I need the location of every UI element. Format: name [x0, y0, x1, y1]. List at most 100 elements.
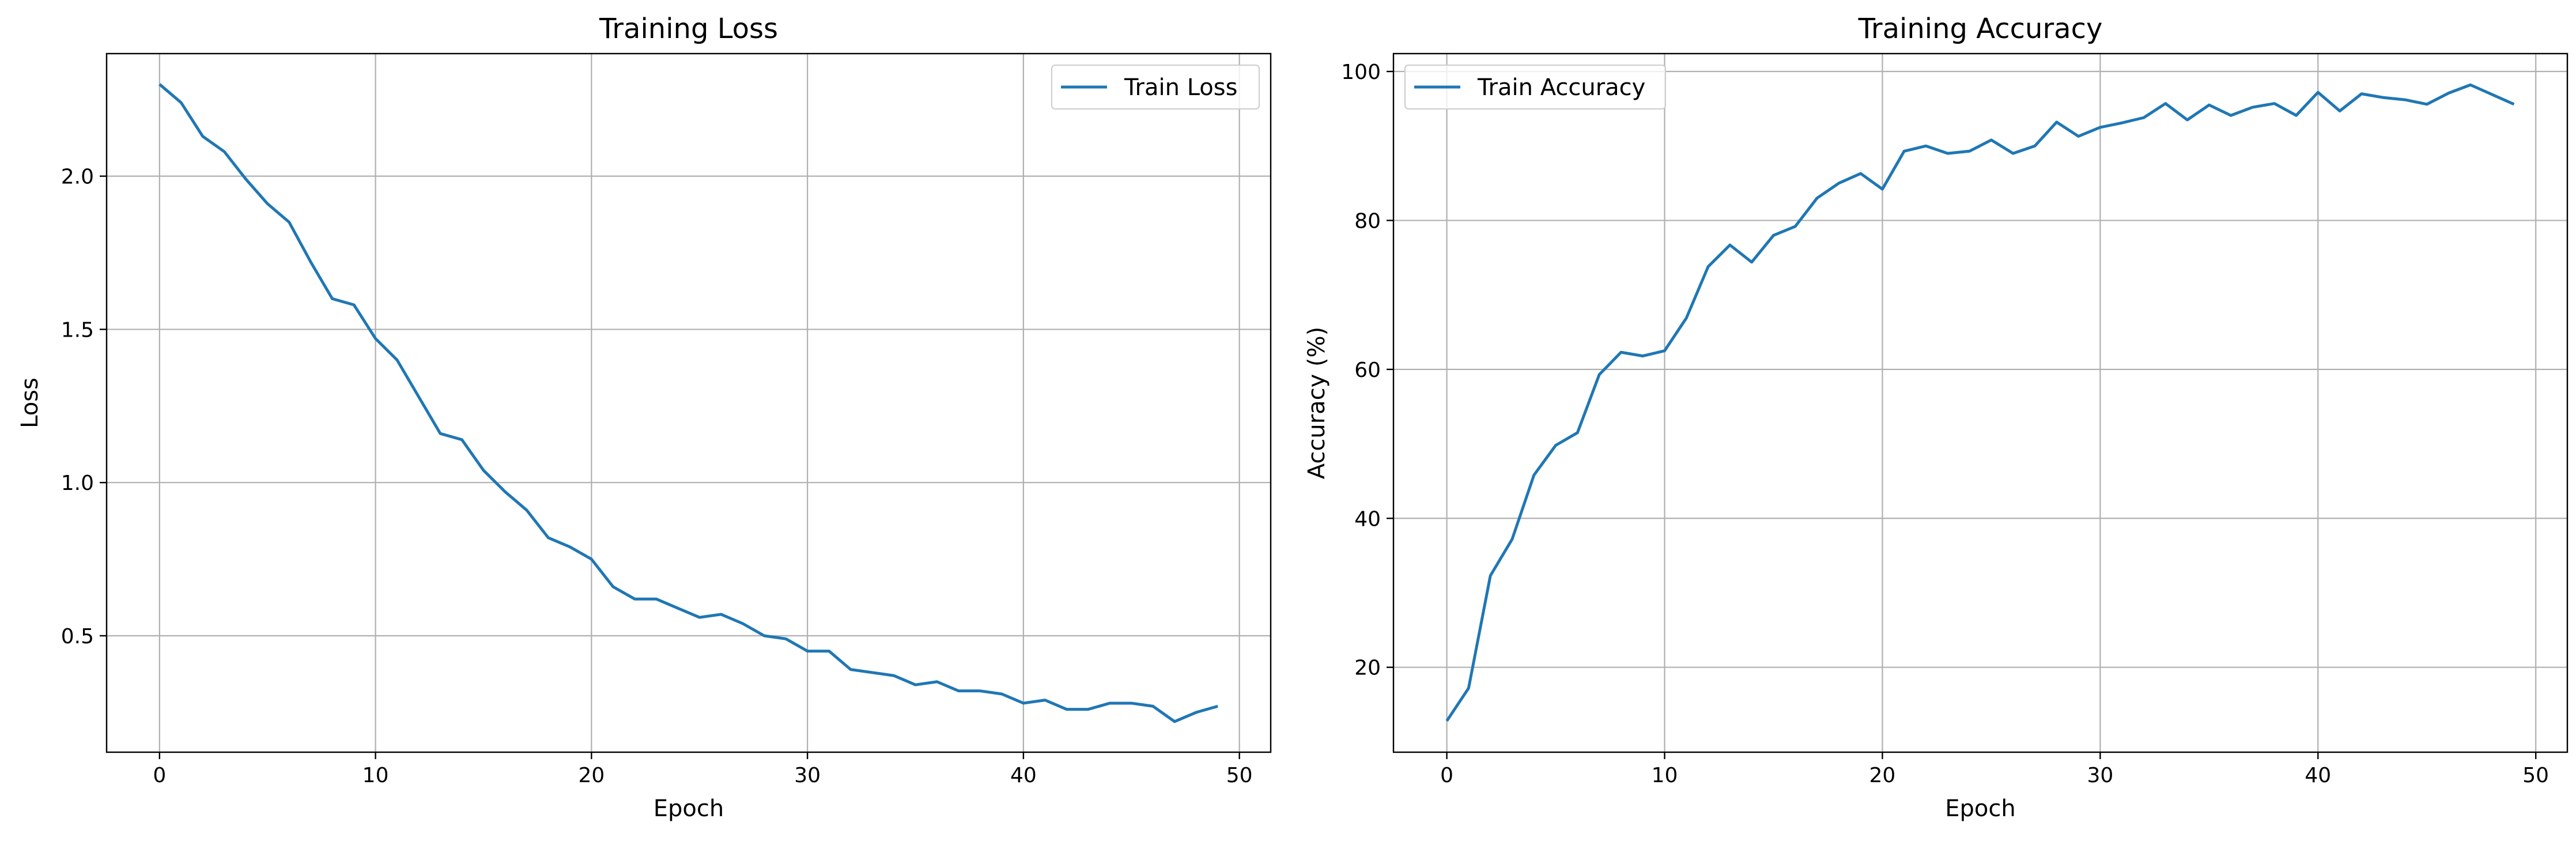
loss-x-tick-label-3: 30	[794, 764, 821, 787]
accuracy-data-point-27	[2033, 144, 2037, 148]
loss-data-point-7	[308, 259, 313, 264]
loss-data-point-42	[1064, 707, 1069, 712]
loss-data-point-49	[1215, 704, 1220, 708]
accuracy-data-point-23	[1946, 151, 1950, 156]
accuracy-y-tick-label-2: 60	[1354, 359, 1381, 382]
loss-data-point-20	[589, 557, 594, 561]
loss-data-point-10	[373, 336, 378, 341]
loss-data-point-37	[956, 689, 961, 693]
accuracy-data-point-18	[1837, 181, 1841, 186]
loss-legend: Train Loss	[1051, 65, 1260, 110]
accuracy-data-point-7	[1597, 372, 1601, 377]
accuracy-data-point-19	[1859, 171, 1863, 176]
accuracy-x-tick-label-1: 10	[1652, 764, 1678, 787]
loss-data-point-46	[1151, 704, 1155, 708]
accuracy-data-point-38	[2272, 101, 2277, 106]
accuracy-chart-title: Training Accuracy	[1858, 13, 2103, 45]
loss-data-point-31	[827, 649, 832, 654]
accuracy-data-point-6	[1575, 431, 1580, 435]
accuracy-data-point-30	[2098, 125, 2102, 130]
accuracy-data-point-14	[1750, 260, 1754, 265]
loss-chart-title: Training Loss	[599, 13, 778, 45]
loss-data-point-39	[999, 692, 1004, 696]
loss-data-point-17	[524, 508, 529, 512]
accuracy-data-point-47	[2468, 82, 2473, 87]
loss-data-point-2	[201, 134, 205, 139]
accuracy-data-point-43	[2381, 95, 2386, 100]
loss-data-point-23	[654, 597, 659, 601]
loss-series	[157, 82, 1220, 724]
accuracy-data-point-1	[1466, 686, 1471, 691]
accuracy-data-point-13	[1728, 243, 1732, 247]
loss-data-point-13	[438, 431, 443, 436]
accuracy-plot-frame	[1392, 52, 2569, 753]
loss-x-axis-label: Epoch	[654, 795, 724, 822]
accuracy-data-point-49	[2511, 102, 2516, 107]
accuracy-data-point-21	[1902, 149, 1906, 153]
loss-grid	[107, 54, 1271, 752]
loss-data-point-18	[546, 535, 550, 540]
loss-data-point-16	[503, 489, 507, 494]
loss-x-tick-label-5: 50	[1226, 764, 1253, 787]
loss-ticks: 0 10 20 30 40 50 0.5 1.0 1.5 2.0	[61, 165, 1253, 787]
accuracy-data-point-48	[2490, 92, 2495, 97]
loss-data-point-36	[935, 680, 939, 684]
loss-data-point-33	[870, 670, 875, 675]
accuracy-data-point-46	[2446, 90, 2451, 95]
loss-data-point-34	[892, 673, 896, 678]
accuracy-legend: Train Accuracy	[1404, 65, 1666, 110]
accuracy-y-tick-label-0: 20	[1354, 657, 1381, 680]
accuracy-data-point-31	[2120, 120, 2124, 125]
loss-data-point-12	[417, 394, 421, 399]
loss-data-point-26	[719, 612, 723, 617]
accuracy-data-point-10	[1663, 349, 1667, 353]
loss-legend-box	[1051, 65, 1260, 110]
loss-data-point-27	[741, 621, 745, 626]
loss-data-point-32	[848, 667, 853, 672]
loss-data-point-15	[481, 468, 486, 473]
loss-data-point-6	[287, 220, 292, 224]
accuracy-data-point-33	[2163, 101, 2168, 106]
accuracy-data-point-8	[1619, 350, 1623, 354]
loss-data-point-24	[675, 606, 680, 610]
loss-data-point-44	[1108, 701, 1112, 706]
loss-y-tick-label-0: 0.5	[61, 625, 94, 648]
loss-data-point-5	[265, 201, 270, 206]
accuracy-y-tick-label-1: 40	[1354, 507, 1381, 531]
loss-x-tick-label-1: 10	[362, 764, 389, 787]
accuracy-data-point-12	[1706, 265, 1710, 269]
accuracy-data-point-24	[1967, 149, 1972, 153]
accuracy-data-point-26	[2011, 151, 2015, 156]
accuracy-x-tick-label-0: 0	[1440, 764, 1453, 787]
loss-data-point-25	[697, 615, 702, 620]
loss-data-point-0	[157, 82, 162, 86]
accuracy-data-point-20	[1880, 187, 1884, 191]
accuracy-y-tick-label-4: 100	[1341, 61, 1381, 84]
accuracy-series	[1445, 82, 2516, 723]
loss-data-point-41	[1043, 698, 1047, 703]
accuracy-x-tick-label-3: 30	[2087, 764, 2113, 787]
accuracy-legend-box	[1404, 65, 1666, 110]
accuracy-data-point-34	[2185, 118, 2190, 122]
loss-data-point-1	[179, 100, 183, 105]
loss-data-point-45	[1129, 701, 1134, 706]
accuracy-data-point-28	[2054, 120, 2059, 125]
accuracy-data-point-44	[2403, 97, 2407, 102]
loss-data-point-47	[1172, 719, 1177, 724]
accuracy-data-point-3	[1510, 537, 1514, 541]
loss-y-tick-label-1: 1.0	[61, 471, 94, 495]
accuracy-data-point-15	[1771, 233, 1776, 237]
loss-legend-label: Train Loss	[1124, 74, 1237, 101]
accuracy-data-point-11	[1684, 316, 1689, 320]
loss-y-tick-label-3: 2.0	[61, 165, 94, 189]
loss-data-point-38	[978, 689, 983, 693]
loss-x-tick-label-2: 20	[578, 764, 605, 787]
accuracy-data-point-5	[1554, 443, 1558, 448]
accuracy-data-point-37	[2250, 105, 2255, 110]
loss-y-axis-label: Loss	[17, 378, 43, 428]
accuracy-x-tick-label-5: 50	[2522, 764, 2549, 787]
accuracy-data-point-0	[1445, 719, 1449, 723]
accuracy-data-point-39	[2294, 113, 2298, 118]
accuracy-data-point-41	[2337, 108, 2342, 113]
